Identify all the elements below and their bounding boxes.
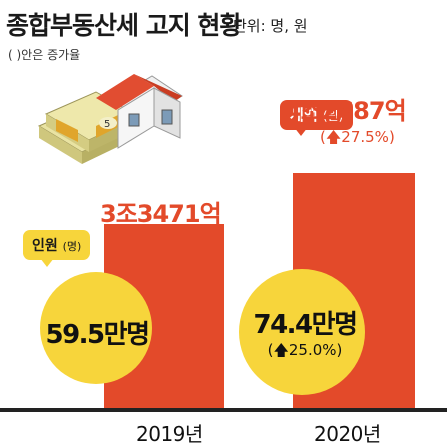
up-arrow-icon: 🡅 xyxy=(325,128,342,146)
tax-series-unit: (원) xyxy=(322,109,344,123)
chart-title: 종합부동산세 고지 현황 xyxy=(6,11,242,40)
people-series-label: 인원 (명) xyxy=(23,230,91,260)
tax-series-label: 세액 (원) xyxy=(280,100,354,130)
people-series-unit: (명) xyxy=(62,240,82,253)
up-arrow-icon: 🡅 xyxy=(273,341,289,359)
house-money-illustration: 5 xyxy=(37,74,183,164)
unit-note: 단위: 명, 원 xyxy=(233,17,308,35)
people-circle-2020 xyxy=(239,269,365,395)
tax-value-label-2019: 3조3471억 xyxy=(100,200,222,228)
footnote: ( )안은 증가율 xyxy=(8,48,81,62)
x-tick-label-2020: 2020년 xyxy=(314,422,381,446)
people-change-value: 25.0% xyxy=(288,341,337,359)
people-value-label-2020: 74.4만명 xyxy=(253,310,359,340)
house-icon xyxy=(96,74,183,149)
tax-series-label-pointer xyxy=(294,127,308,136)
people-series-label-pointer xyxy=(40,258,54,267)
x-tick-label-2019: 2019년 xyxy=(136,422,203,446)
x-axis-line xyxy=(0,408,447,412)
tax-change-label-2020: (🡅27.5%) xyxy=(320,128,395,146)
tax-change-value: 27.5% xyxy=(341,128,389,146)
people-series-name: 인원 xyxy=(32,238,58,254)
tax-series-name: 세액 xyxy=(290,106,318,124)
svg-text:5: 5 xyxy=(104,119,110,130)
people-circle-2019 xyxy=(40,272,152,384)
tax-value-label-2020: 4조2687억 xyxy=(285,97,407,125)
people-change-label-2020: (🡅25.0%) xyxy=(267,341,343,359)
people-value-label-2019: 59.5만명 xyxy=(45,320,151,350)
